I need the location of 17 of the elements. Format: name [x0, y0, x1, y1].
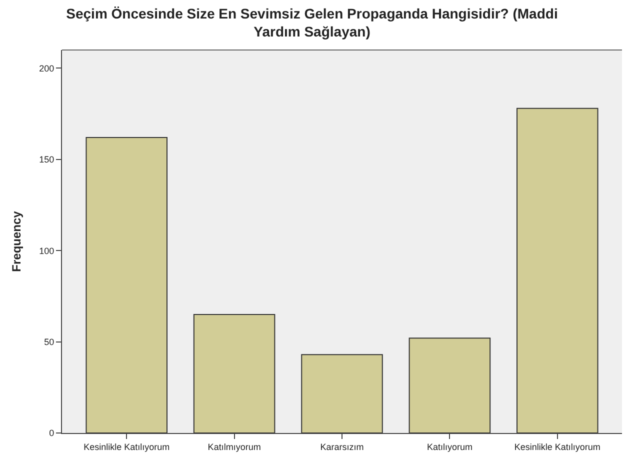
- y-axis-title: Frequency: [9, 210, 24, 272]
- y-tick-label: 200: [39, 63, 54, 74]
- y-tick-label: 100: [39, 246, 54, 256]
- x-tick-label: Katılmıyorum: [208, 442, 261, 452]
- chart-title: Seçim Öncesinde Size En Sevimsiz Gelen Propaganda Hangisidir? (Maddi Yardım Sağlayan): [66, 5, 558, 40]
- y-tick-label: 150: [39, 154, 54, 165]
- bar: [193, 314, 276, 433]
- bar: [408, 338, 491, 433]
- bar: [301, 354, 383, 433]
- x-tick-label: Katılıyorum: [426, 442, 472, 452]
- y-tick-label: 50: [44, 336, 54, 347]
- x-tick-label: Kesinlikle Katılıyorum: [514, 442, 600, 452]
- x-tick-label: Kesinlikle Katılıyorum: [84, 442, 170, 452]
- y-tick-label: 0: [49, 428, 54, 438]
- bar: [86, 137, 168, 433]
- bar: [516, 108, 598, 433]
- x-tick-label: Kararsızım: [320, 442, 364, 452]
